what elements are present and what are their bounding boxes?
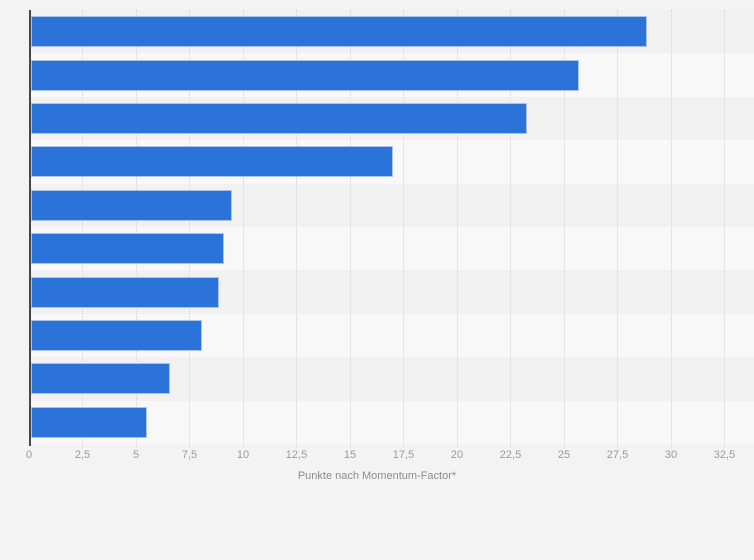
bar-row-4[interactable] — [31, 146, 393, 178]
bar-row-6[interactable] — [31, 233, 224, 265]
x-tick-label-25: 25 — [557, 449, 571, 461]
gridline — [617, 10, 618, 448]
gridline — [82, 10, 83, 448]
gridline — [510, 10, 511, 448]
row-band — [29, 400, 754, 444]
bar-chart: 0 2,5 5 7,5 10 12,5 15 17,5 20 22,5 25 27,5 30 32,5 P… — [25, 10, 754, 482]
gridline — [349, 10, 351, 448]
bar-row-7[interactable] — [31, 276, 220, 308]
x-tick-label-0: 0 — [25, 449, 33, 461]
x-tick-label-27,5: 27,5 — [606, 449, 629, 461]
x-tick-label-17,5: 17,5 — [392, 449, 415, 461]
x-tick-label-7,5: 7,5 — [181, 449, 198, 461]
bar-row-3[interactable] — [31, 103, 528, 134]
x-tick-label-10: 10 — [236, 449, 250, 461]
gridline — [189, 10, 190, 448]
x-tick-label-30: 30 — [664, 449, 678, 461]
x-tick-label-15: 15 — [343, 449, 357, 461]
gridline — [296, 10, 297, 448]
x-tick-label-20: 20 — [450, 449, 464, 461]
x-tick-label-2,5: 2,5 — [74, 449, 91, 461]
x-tick-label-12,5: 12,5 — [285, 449, 308, 461]
plot-area — [29, 10, 754, 448]
gridline — [135, 10, 137, 448]
bar-row-10[interactable] — [31, 406, 147, 438]
x-tick-label-32,5: 32,5 — [713, 449, 736, 461]
x-tick-label-22,5: 22,5 — [499, 449, 522, 461]
bar-row-2[interactable] — [31, 59, 579, 91]
gridline — [456, 10, 458, 448]
bar-row-8[interactable] — [31, 320, 203, 351]
gridline — [563, 10, 565, 448]
gridline — [670, 10, 672, 448]
gridline — [403, 10, 404, 448]
gridline — [724, 10, 725, 448]
y-axis-line — [29, 10, 31, 446]
x-tick-label-5: 5 — [132, 449, 140, 461]
gridline — [242, 10, 244, 448]
bar-row-9[interactable] — [31, 363, 171, 395]
x-axis-title: Punkte nach Momentum-Factor* — [297, 470, 457, 482]
bar-row-5[interactable] — [31, 189, 233, 221]
bar-row-1[interactable] — [31, 16, 648, 48]
